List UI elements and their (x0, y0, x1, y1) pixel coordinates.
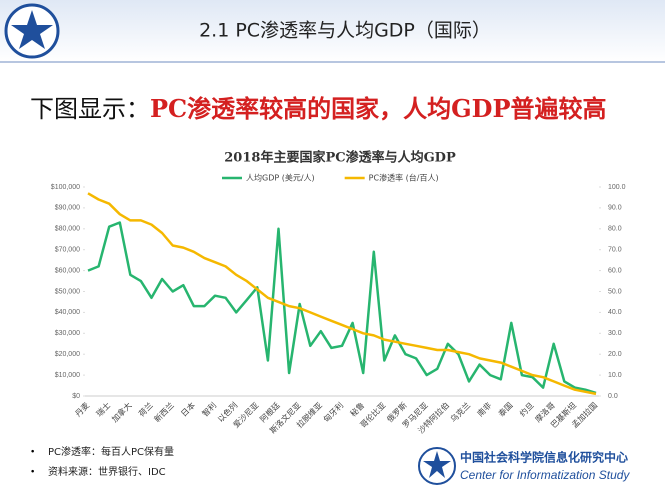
footer-logo (418, 447, 456, 485)
y-tick-label: $20,000 (55, 351, 80, 358)
y2-tick-label: 90.0 (608, 205, 622, 212)
chart: $0 $10,000 $20,000 $30,000 $40,000 $50,000 $60… (51, 173, 626, 436)
y-tick-label: $90,000 (55, 205, 80, 212)
x-tick-label: 加拿大 (109, 400, 133, 424)
y-tick-label: $30,000 (55, 330, 80, 337)
note: 资料来源：世界银行、IDC (48, 465, 166, 478)
x-tick-label: 南非 (475, 400, 493, 418)
y2-tick-label: 0.0 (608, 393, 618, 400)
note: PC渗透率：每百人PC保有量 (48, 445, 174, 458)
headline-highlight: PC渗透率较高的国家，人均GDP普遍较高 (150, 94, 607, 123)
x-tick-label: 丹麦 (73, 400, 91, 418)
x-tick-label: 日本 (179, 400, 197, 418)
headline: 下图显示：PC渗透率较高的国家，人均GDP普遍较高 (30, 94, 607, 124)
x-tick-label: 泰国 (496, 400, 514, 418)
x-tick-label: 智利 (200, 400, 218, 418)
y-tick-label: $80,000 (55, 226, 80, 233)
legend-label: PC渗透率 (台/百人) (369, 173, 439, 183)
x-tick-label: 新西兰 (152, 400, 176, 424)
headline-prefix: 下图显示： (30, 95, 150, 123)
y2-tick-label: 80.0 (608, 226, 622, 233)
x-tick-label: 瑞士 (94, 400, 112, 418)
x-tick-label: 匈牙利 (321, 400, 345, 424)
series-line (87, 192, 597, 396)
y2-tick-label: 100.0 (608, 184, 626, 191)
legend-label: 人均GDP (美元/人) (246, 173, 315, 183)
footer-org-en: Center for Informatization Study (460, 468, 630, 482)
y2-tick-label: 10.0 (608, 372, 622, 379)
x-tick-label: 约旦 (517, 400, 535, 418)
header-band (0, 0, 665, 62)
y-tick-label: $50,000 (55, 288, 80, 295)
x-tick-label: 乌克兰 (448, 400, 472, 424)
y2-tick-label: 30.0 (608, 330, 622, 337)
footer-org-cn: 中国社会科学院信息化研究中心 (460, 450, 628, 465)
y2-tick-label: 50.0 (608, 288, 622, 295)
logo (4, 3, 60, 59)
y2-tick-label: 70.0 (608, 247, 622, 254)
y-tick-label: $40,000 (55, 309, 80, 316)
y-tick-label: $100,000 (51, 184, 80, 191)
x-tick-label: 秘鲁 (348, 400, 366, 418)
y-tick-label: $10,000 (55, 372, 80, 379)
note-bullet: • (30, 468, 35, 478)
y2-tick-label: 60.0 (608, 267, 622, 274)
chart-title: 2018年主要国家PC渗透率与人均GDP (224, 150, 456, 166)
y-tick-label: $0 (72, 393, 80, 400)
y2-tick-label: 20.0 (608, 351, 622, 358)
y-tick-label: $70,000 (55, 247, 80, 254)
y2-tick-label: 40.0 (608, 309, 622, 316)
header-title: 2.1 PC渗透率与人均GDP（国际） (199, 20, 491, 42)
note-bullet: • (30, 448, 35, 458)
y-tick-label: $60,000 (55, 267, 80, 274)
series-line (87, 221, 597, 395)
x-tick-label: 荷兰 (136, 400, 154, 418)
